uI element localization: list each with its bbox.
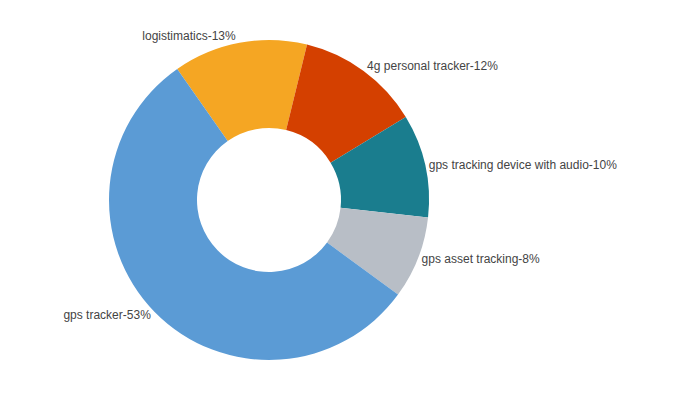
svg-text:gps tracker-53%: gps tracker-53%: [63, 308, 151, 322]
svg-text:gps asset tracking-8%: gps asset tracking-8%: [422, 252, 540, 266]
svg-text:gps tracking device with audio: gps tracking device with audio-10%: [429, 158, 617, 172]
svg-text:logistimatics-13%: logistimatics-13%: [142, 29, 236, 43]
svg-text:4g personal tracker-12%: 4g personal tracker-12%: [367, 59, 498, 73]
